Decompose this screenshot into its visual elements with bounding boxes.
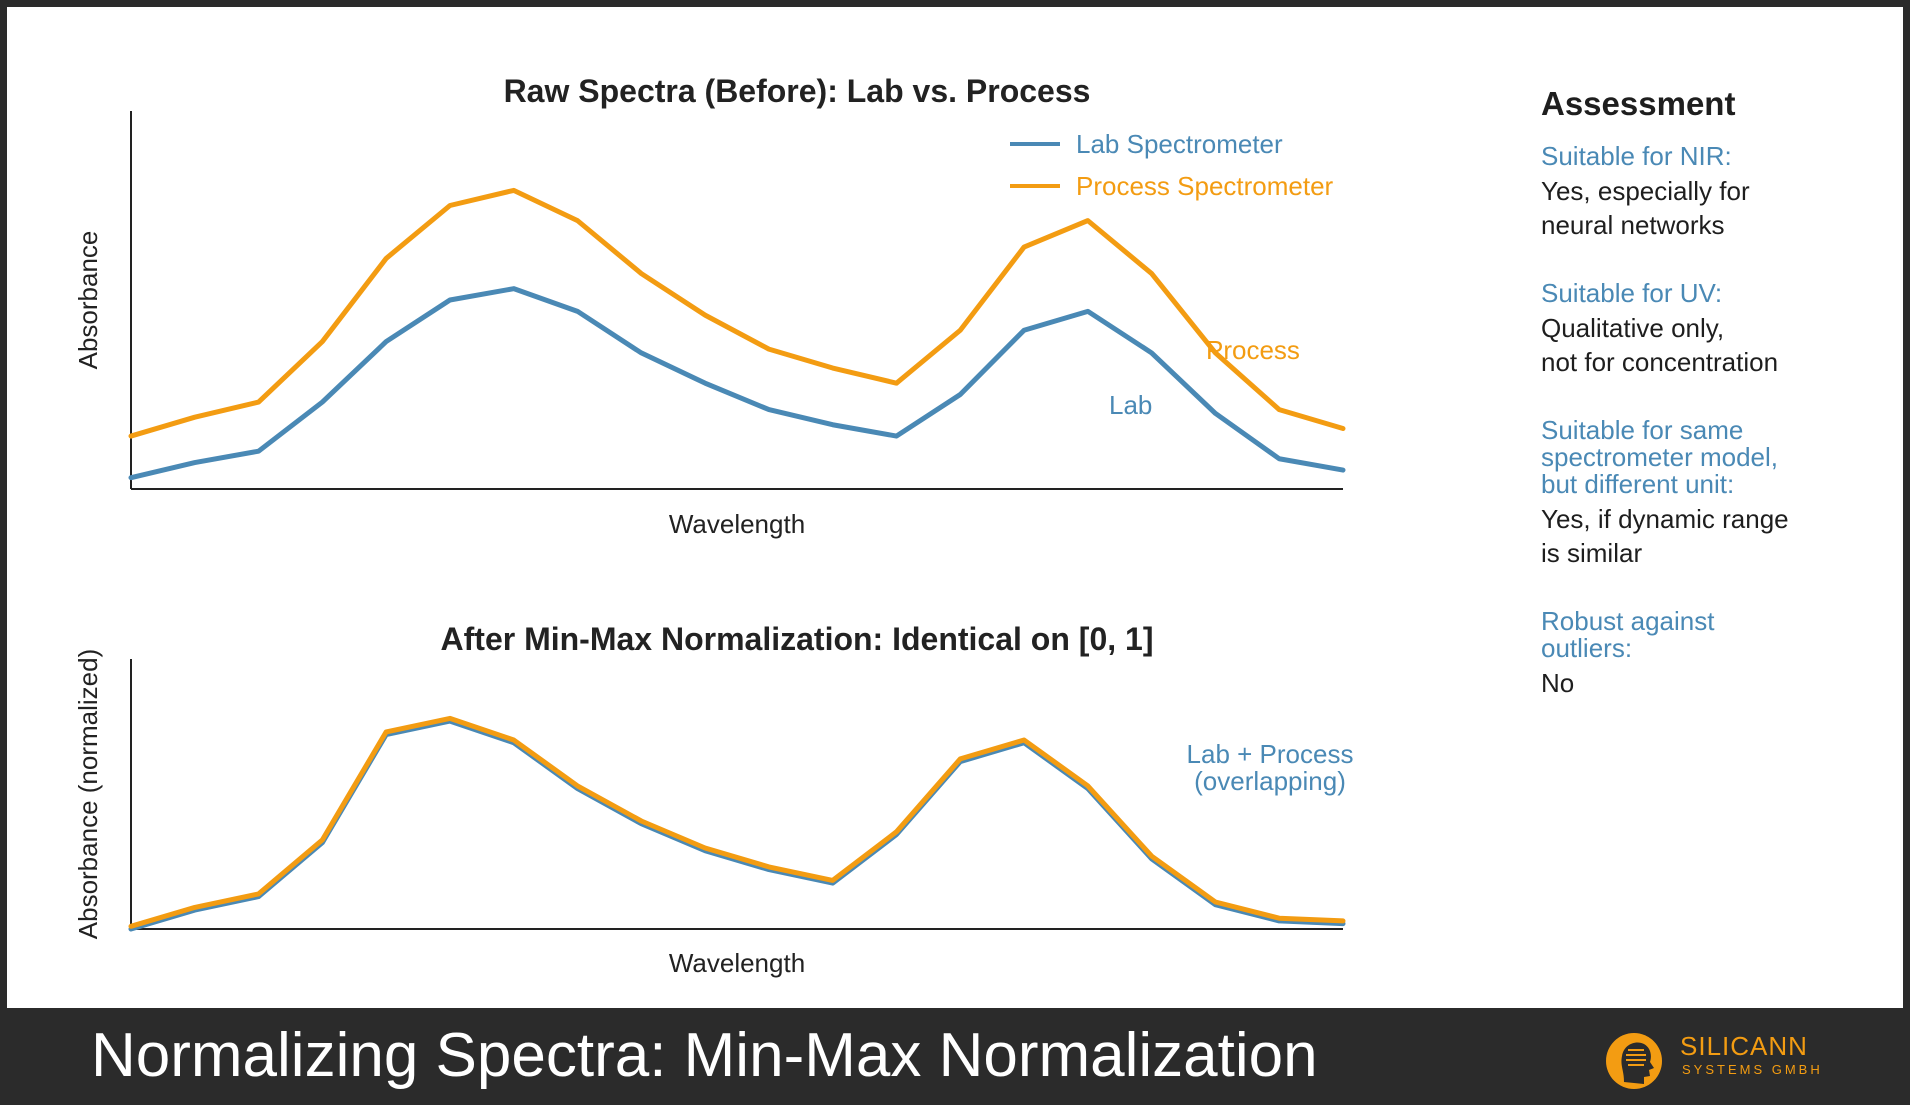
assessment-question-line: spectrometer model, (1541, 442, 1778, 472)
chart-annotation: Lab (1109, 390, 1152, 420)
x-axis-label: Wavelength (669, 509, 805, 539)
assessment-question: Suitable for NIR: (1541, 143, 1881, 170)
assessment-answer-line: is similar (1541, 538, 1643, 568)
y-axis-label: Absorbance (normalized) (73, 649, 103, 939)
assessment-answer-line: No (1541, 668, 1575, 698)
series-line-lab (128, 718, 1346, 932)
assessment-item: Suitable for UV: Qualitative only, not for… (1541, 280, 1881, 379)
assessment-item: Robust against outliers: No (1541, 608, 1881, 700)
assessment-question-line: but different unit: (1541, 469, 1735, 499)
logo-subtitle: SYSTEMS GMBH (1682, 1062, 1823, 1077)
assessment-answer-line: not for concentration (1541, 347, 1779, 377)
x-axis-label: Wavelength (669, 948, 805, 978)
assessment-question-line: Suitable for UV: (1541, 278, 1723, 308)
chart-title: Raw Spectra (Before): Lab vs. Process (504, 73, 1091, 109)
assessment-item: Suitable for same spectrometer model, but … (1541, 417, 1881, 570)
assessment-question: Robust against outliers: (1541, 608, 1881, 662)
y-axis-label: Absorbance (73, 231, 103, 370)
series-line-process (128, 715, 1346, 929)
assessment-answer-line: Qualitative only, (1541, 313, 1725, 343)
chart-annotation: (overlapping) (1194, 766, 1346, 796)
assessment-question-line: outliers: (1541, 633, 1633, 663)
footer-bar: Normalizing Spectra: Min-Max Normalizati… (0, 1008, 1910, 1105)
assessment-answer: No (1541, 666, 1881, 700)
logo-name: SILICANN (1680, 1031, 1808, 1061)
assessment-answer: Qualitative only, not for concentration (1541, 311, 1881, 379)
logo-head-icon (1606, 1033, 1662, 1089)
assessment-question: Suitable for UV: (1541, 280, 1881, 307)
assessment-answer: Yes, if dynamic range is similar (1541, 502, 1881, 570)
assessment-question-line: Suitable for NIR: (1541, 141, 1732, 171)
company-logo: SILICANN SYSTEMS GMBH (1604, 1030, 1824, 1090)
series-line-lab (128, 286, 1346, 481)
assessment-question: Suitable for same spectrometer model, but … (1541, 417, 1881, 498)
assessment-question-line: Robust against (1541, 606, 1715, 636)
assessment-answer-line: Yes, especially for (1541, 176, 1750, 206)
series-line-process (128, 187, 1346, 439)
assessment-item: Suitable for NIR: Yes, especially for neur… (1541, 143, 1881, 242)
chart-annotation: Lab + Process (1187, 739, 1354, 769)
assessment-answer: Yes, especially for neural networks (1541, 174, 1881, 242)
chart-annotation: Process (1206, 335, 1300, 365)
assessment-question-line: Suitable for same (1541, 415, 1744, 445)
assessment-panel: Assessment Suitable for NIR: Yes, especia… (1541, 85, 1881, 738)
assessment-answer-line: neural networks (1541, 210, 1725, 240)
assessment-list: Suitable for NIR: Yes, especially for neur… (1541, 143, 1881, 700)
chart-2: After Min-Max Normalization: Identical o… (73, 621, 1353, 978)
slide-title: Normalizing Spectra: Min-Max Normalizati… (91, 1021, 1318, 1090)
charts-canvas: Raw Spectra (Before): Lab vs. Process Wav… (73, 73, 1353, 978)
chart-1: Raw Spectra (Before): Lab vs. Process Wav… (73, 73, 1346, 539)
slide-panel: Raw Spectra (Before): Lab vs. Process Wav… (7, 7, 1903, 1008)
assessment-answer-line: Yes, if dynamic range (1541, 504, 1789, 534)
assessment-title: Assessment (1541, 85, 1736, 122)
legend-label: Lab Spectrometer (1076, 129, 1283, 159)
chart-title: After Min-Max Normalization: Identical o… (441, 621, 1154, 657)
legend-label: Process Spectrometer (1076, 171, 1334, 201)
